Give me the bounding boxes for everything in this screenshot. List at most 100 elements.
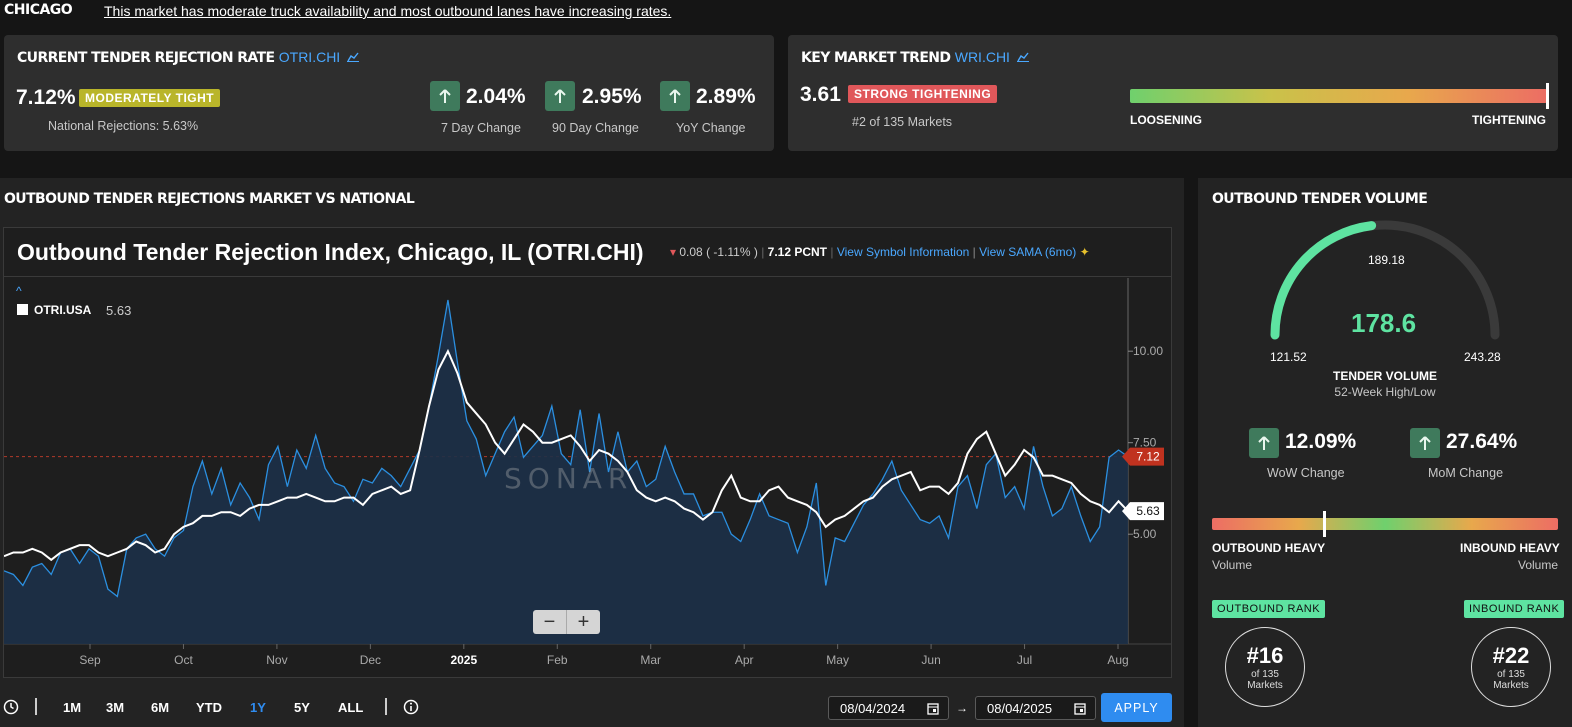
apply-button[interactable]: APPLY: [1101, 693, 1172, 722]
range-5y[interactable]: 5Y: [294, 700, 310, 715]
down-arrow-icon: ▾: [670, 245, 677, 259]
tender-volume-value: 178.6: [1351, 308, 1417, 338]
arrow-up-icon: [1249, 428, 1279, 458]
market-trend-value: 3.61: [800, 83, 841, 106]
rejection-rate-value: 7.12%: [16, 86, 76, 109]
x-tick-label: Dec: [360, 653, 381, 667]
y-tick-label: 7.50: [1133, 436, 1157, 450]
info-icon[interactable]: [403, 699, 419, 715]
x-tick-label: 2025: [450, 653, 477, 667]
view-symbol-info-link[interactable]: View Symbol Information: [836, 245, 970, 259]
market-summary-link[interactable]: This market has moderate truck availabil…: [104, 3, 672, 19]
market-name: CHICAGO: [4, 2, 73, 18]
legend-swatch[interactable]: [17, 304, 28, 315]
symbol-link-otri-chi[interactable]: OTRI.CHI: [278, 49, 341, 65]
symbol-link-wri-chi[interactable]: WRI.CHI: [954, 49, 1010, 65]
trend-status-badge: STRONG TIGHTENING: [848, 85, 998, 103]
last-value-otri-chi-tag: [1122, 447, 1164, 466]
inbound-rank-markets: Markets: [1493, 680, 1529, 691]
x-tick-label: May: [826, 653, 849, 667]
market-trend-title-text: KEY MARKET TREND: [801, 50, 951, 66]
market-header: CHICAGO This market has moderate truck a…: [0, 0, 1572, 24]
arrow-up-icon: [1410, 428, 1440, 458]
range-6m[interactable]: 6M: [151, 700, 170, 715]
tender-rejection-title: CURRENT TENDER REJECTION RATE OTRI.CHI: [17, 49, 360, 66]
tender-volume-label: TENDER VOLUME: [1332, 369, 1437, 383]
range-ytd[interactable]: YTD: [196, 700, 222, 715]
tender-rejection-card: CURRENT TENDER REJECTION RATE OTRI.CHI 7…: [4, 35, 774, 151]
series-line-otri-chi: [4, 299, 1129, 598]
x-tick-label: Apr: [735, 653, 754, 667]
start-date-input[interactable]: 08/04/2024: [828, 696, 949, 720]
inbound-rank-circle: #22 of 135 Markets: [1471, 627, 1551, 707]
change-90day-label: 90 Day Change: [552, 121, 639, 135]
x-tick-label: Jun: [921, 653, 940, 667]
sparkle-icon: ✦: [1079, 245, 1090, 259]
volume-gauge: [1270, 220, 1500, 340]
change-yoy-label: YoY Change: [676, 121, 746, 135]
outbound-rank-badge: OUTBOUND RANK: [1212, 600, 1326, 618]
range-1m[interactable]: 1M: [63, 700, 82, 715]
arrow-up-icon: [430, 81, 460, 111]
gauge-low: 121.52: [1270, 350, 1307, 364]
arrow-up-icon: [660, 81, 690, 111]
chart-container: Outbound Tender Rejection Index, Chicago…: [3, 227, 1172, 678]
zoom-out-button[interactable]: −: [533, 610, 567, 634]
range-3m[interactable]: 3M: [106, 700, 125, 715]
balance-marker: [1323, 511, 1326, 537]
x-tick-label: Nov: [266, 653, 287, 667]
national-rejections: National Rejections: 5.63%: [48, 119, 199, 133]
view-sama-link[interactable]: View SAMA (6mo): [979, 245, 1077, 259]
inbound-heavy-label: INBOUND HEAVY: [1460, 541, 1560, 555]
x-tick-label: Jul: [1017, 653, 1032, 667]
start-date-value: 08/04/2024: [840, 700, 906, 716]
range-all[interactable]: ALL: [338, 700, 364, 715]
chart-section-title: OUTBOUND TENDER REJECTIONS MARKET VS NAT…: [4, 191, 415, 207]
y-tick-label: 5.00: [1133, 527, 1157, 541]
y-tick-label: 10.00: [1133, 344, 1163, 358]
outbound-heavy-label: OUTBOUND HEAVY: [1212, 541, 1326, 555]
last-value-otri-chi-label: 7.12: [1136, 450, 1160, 464]
last-value-otri-usa-tag: [1122, 502, 1164, 521]
gauge-marker-value: 189.18: [1368, 253, 1405, 267]
change-90day-value: 2.95%: [582, 85, 642, 108]
chart-icon[interactable]: [347, 52, 360, 62]
clock-icon[interactable]: [3, 699, 19, 715]
zoom-controls: − +: [533, 610, 600, 634]
x-tick-label: Aug: [1107, 653, 1128, 667]
trend-marker: [1546, 83, 1549, 109]
line-chart[interactable]: 10.00 7.50 5.00 Sep Oct Nov Dec 2025 Feb Mar Apr Ma…: [4, 228, 1171, 677]
mom-label: MoM Change: [1428, 466, 1504, 480]
arrow-up-icon: [545, 81, 575, 111]
outbound-rank-circle: #16 of 135 Markets: [1225, 627, 1305, 707]
end-date-input[interactable]: 08/04/2025: [975, 696, 1096, 720]
inbound-heavy-sub: Volume: [1518, 558, 1559, 572]
collapse-legend-icon[interactable]: ^: [16, 284, 22, 298]
series-line-otri-usa: [4, 348, 1129, 562]
tightening-label: TIGHTENING: [1472, 113, 1546, 127]
status-badge: MODERATELY TIGHT: [79, 89, 221, 107]
chart-title: Outbound Tender Rejection Index, Chicago…: [17, 239, 644, 265]
balance-gradient-bar: [1212, 518, 1558, 530]
arrow-right-icon: →: [956, 701, 968, 715]
calendar-icon[interactable]: [927, 702, 939, 715]
inbound-rank-badge: INBOUND RANK: [1464, 600, 1565, 618]
watermark: SONAR: [504, 462, 634, 495]
trend-gradient-bar: [1130, 89, 1547, 103]
market-rank: #2 of 135 Markets: [852, 115, 953, 129]
last-value-otri-usa-label: 5.63: [1136, 504, 1160, 518]
outbound-heavy-sub: Volume: [1212, 558, 1253, 572]
wow-value: 12.09%: [1285, 430, 1357, 453]
calendar-icon[interactable]: [1074, 702, 1086, 715]
legend-series-name: OTRI.USA: [34, 303, 92, 317]
range-1y[interactable]: 1Y: [250, 700, 266, 715]
chart-meta: ▾ 0.08 ( -1.11% ) | 7.12 PCNT | View Sym…: [670, 245, 1090, 259]
mom-value: 27.64%: [1446, 430, 1518, 453]
x-tick-label: Mar: [640, 653, 661, 667]
inbound-rank-of: of 135: [1497, 669, 1525, 680]
zoom-in-button[interactable]: +: [577, 610, 590, 633]
series-area-otri-chi: [4, 300, 1128, 644]
end-date-value: 08/04/2025: [987, 700, 1053, 716]
chart-icon[interactable]: [1017, 52, 1030, 62]
outbound-rank-markets: Markets: [1247, 680, 1283, 691]
